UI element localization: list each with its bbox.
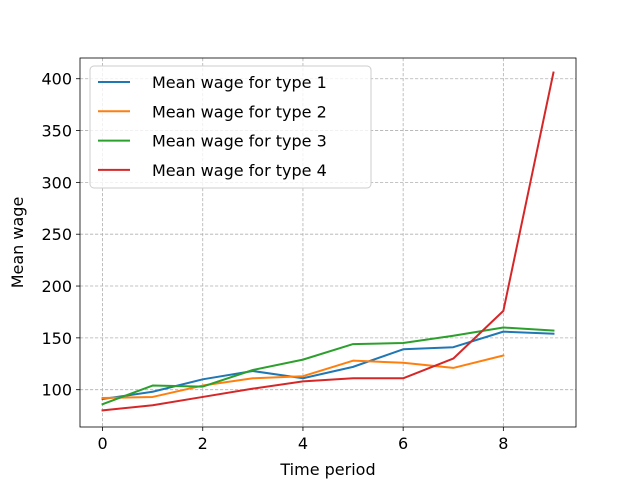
y-tick-label: 100 [41,381,72,400]
y-tick-label: 350 [41,122,72,141]
y-axis-label: Mean wage [8,197,27,289]
x-axis-ticks: 0 2 4 6 8 [97,427,508,453]
series-line-type-4 [101,71,555,412]
x-tick-label: 0 [97,434,107,453]
legend: Mean wage for type 1 Mean wage for type 2… [89,65,372,189]
series-line-type-3 [101,326,555,406]
x-tick-label: 8 [498,434,508,453]
y-tick-label: 150 [41,329,72,348]
y-tick-label: 300 [41,173,72,192]
legend-label-type-4: Mean wage for type 4 [152,161,327,180]
series-line-type-1 [101,330,555,401]
x-axis-label: Time period [279,460,375,479]
series-lines [101,71,555,412]
plot-frame [79,57,577,428]
y-tick-label: 400 [41,70,72,89]
x-tick-label: 4 [298,434,308,453]
legend-label-type-3: Mean wage for type 3 [152,132,327,151]
y-axis-ticks: 100 150 200 250 300 350 400 [41,70,80,400]
y-tick-label: 200 [41,277,72,296]
legend-label-type-1: Mean wage for type 1 [152,73,327,92]
legend-label-type-2: Mean wage for type 2 [152,102,327,121]
x-tick-label: 6 [398,434,408,453]
x-tick-label: 2 [198,434,208,453]
y-tick-label: 250 [41,225,72,244]
legend-box [89,65,372,189]
